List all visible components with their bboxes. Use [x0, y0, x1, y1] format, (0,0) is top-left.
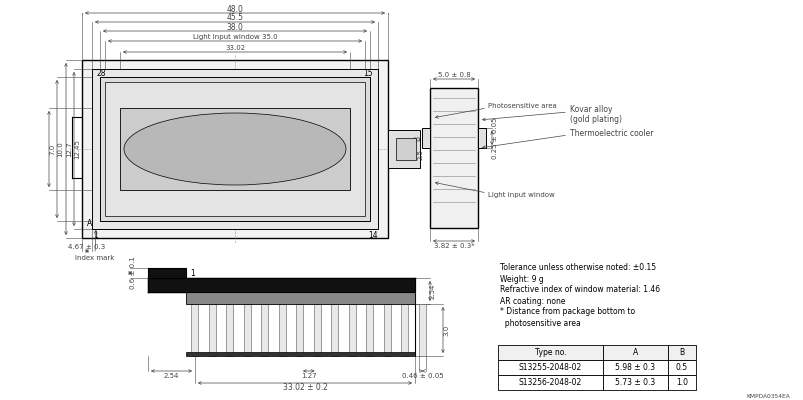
- Text: photosensitive area: photosensitive area: [499, 318, 580, 328]
- Text: 1: 1: [190, 270, 194, 278]
- Text: Weight: 9 g: Weight: 9 g: [499, 274, 543, 284]
- Text: 2.5: 2.5: [418, 150, 423, 160]
- Bar: [185, 292, 414, 304]
- Bar: [384, 304, 390, 356]
- Bar: [602, 375, 667, 390]
- Text: 0.25 ± 0.05: 0.25 ± 0.05: [491, 117, 497, 159]
- Text: Thermoelectric cooler: Thermoelectric cooler: [569, 128, 653, 138]
- Bar: [100, 77, 369, 221]
- Text: Kovar alloy: Kovar alloy: [569, 106, 612, 114]
- Text: S13255-2048-02: S13255-2048-02: [518, 363, 581, 372]
- Text: 1.27: 1.27: [300, 373, 316, 379]
- Bar: [497, 375, 602, 390]
- Text: Light input window: Light input window: [487, 192, 554, 198]
- Text: 48.0: 48.0: [226, 4, 243, 14]
- Bar: [296, 304, 303, 356]
- Bar: [418, 304, 426, 356]
- Text: Index mark: Index mark: [75, 255, 115, 261]
- Text: Type no.: Type no.: [534, 348, 565, 357]
- Bar: [209, 304, 216, 356]
- Bar: [148, 268, 185, 278]
- Text: 1 ch: 1 ch: [105, 78, 121, 86]
- Text: B: B: [413, 136, 422, 140]
- Ellipse shape: [124, 113, 345, 185]
- Bar: [148, 278, 414, 292]
- Text: S13256-2048-02: S13256-2048-02: [518, 378, 581, 387]
- Text: Light input window 35.0: Light input window 35.0: [193, 34, 277, 40]
- Bar: [226, 304, 233, 356]
- Text: (gold plating): (gold plating): [569, 114, 622, 124]
- Text: 28: 28: [97, 70, 106, 78]
- Text: 33.02 ± 0.2: 33.02 ± 0.2: [282, 384, 327, 392]
- Text: 4.67 ± 0.3: 4.67 ± 0.3: [68, 244, 105, 250]
- Bar: [243, 304, 251, 356]
- Text: 3.0: 3.0: [442, 324, 448, 336]
- Text: 12.45: 12.45: [74, 139, 80, 159]
- Text: 14: 14: [368, 232, 377, 240]
- Text: 2.54: 2.54: [164, 373, 179, 379]
- Text: 0.46 ± 0.05: 0.46 ± 0.05: [402, 373, 442, 379]
- Bar: [261, 304, 268, 356]
- Text: A: A: [88, 218, 92, 228]
- Bar: [105, 82, 365, 216]
- Bar: [667, 375, 695, 390]
- Text: 2.54: 2.54: [430, 283, 435, 299]
- Bar: [401, 304, 408, 356]
- Bar: [497, 360, 602, 375]
- Bar: [366, 304, 373, 356]
- Bar: [191, 304, 198, 356]
- Text: 5.0 ± 0.8: 5.0 ± 0.8: [437, 72, 470, 78]
- Text: B: B: [679, 348, 683, 357]
- Text: 3.82 ± 0.3*: 3.82 ± 0.3*: [433, 243, 474, 249]
- Bar: [185, 352, 414, 356]
- Text: AR coating: none: AR coating: none: [499, 296, 565, 306]
- Bar: [667, 360, 695, 375]
- Text: KMPDA0354EA: KMPDA0354EA: [745, 394, 789, 398]
- Bar: [422, 128, 430, 148]
- Text: A: A: [632, 348, 638, 357]
- Bar: [82, 60, 388, 238]
- Bar: [430, 88, 478, 228]
- Text: Photosensitive area: Photosensitive area: [487, 103, 556, 109]
- Bar: [92, 224, 100, 229]
- Bar: [602, 360, 667, 375]
- Text: 12.7: 12.7: [66, 141, 72, 157]
- Text: 1.0: 1.0: [675, 378, 687, 387]
- Text: Tolerance unless otherwise noted: ±0.15: Tolerance unless otherwise noted: ±0.15: [499, 264, 655, 272]
- Text: 5.73 ± 0.3: 5.73 ± 0.3: [614, 378, 654, 387]
- Text: Photosensitive area 28.672 × 0.896: Photosensitive area 28.672 × 0.896: [172, 95, 298, 101]
- Text: 7.0: 7.0: [49, 143, 55, 155]
- Text: 1: 1: [93, 232, 98, 240]
- Text: 0.6 ± 0.1: 0.6 ± 0.1: [130, 256, 136, 290]
- Bar: [279, 304, 286, 356]
- Bar: [349, 304, 356, 356]
- Text: Refractive index of window material: 1.46: Refractive index of window material: 1.4…: [499, 286, 659, 294]
- Bar: [497, 345, 602, 360]
- Text: 45.5: 45.5: [226, 14, 243, 22]
- Bar: [120, 108, 349, 190]
- Text: 5.98 ± 0.3: 5.98 ± 0.3: [614, 363, 654, 372]
- Bar: [396, 138, 415, 160]
- Text: 0.5: 0.5: [675, 363, 687, 372]
- Bar: [92, 69, 377, 229]
- Text: 38.0: 38.0: [226, 22, 243, 32]
- Bar: [478, 128, 485, 148]
- Text: 33.02: 33.02: [225, 45, 245, 51]
- Bar: [667, 345, 695, 360]
- Bar: [388, 130, 419, 168]
- Bar: [602, 345, 667, 360]
- Bar: [314, 304, 320, 356]
- Text: 15: 15: [363, 70, 373, 78]
- Text: * Distance from package bottom to: * Distance from package bottom to: [499, 308, 634, 316]
- Text: 10.0: 10.0: [57, 141, 63, 157]
- Bar: [331, 304, 338, 356]
